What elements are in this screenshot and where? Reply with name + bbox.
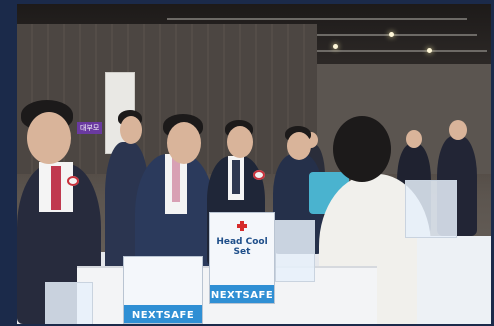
- ceiling-truss: [217, 34, 477, 36]
- booth-sign: 대부모: [77, 122, 103, 134]
- display-panel: [45, 282, 93, 324]
- product-box: NEXTSAFE: [123, 256, 203, 324]
- display-panel: [275, 220, 315, 282]
- ceiling-spotlight: [389, 32, 394, 37]
- brand-label: NEXTSAFE: [210, 290, 274, 301]
- exhibition-photo: 대부모: [17, 4, 491, 324]
- tie: [172, 158, 180, 202]
- attendee-head: [227, 126, 253, 158]
- attendee-head: [167, 122, 201, 164]
- tie: [51, 166, 61, 210]
- attendee-head: [287, 132, 311, 160]
- display-counter: [417, 236, 491, 324]
- attendee-head: [120, 116, 142, 144]
- hair: [333, 116, 391, 182]
- brand-band: [210, 285, 274, 303]
- ceiling-spotlight: [333, 44, 338, 49]
- red-cross-icon: [237, 221, 247, 231]
- attendee-head: [449, 120, 467, 140]
- head-cool-set-box: Head Cool Set NEXTSAFE: [209, 212, 275, 304]
- brand-label: NEXTSAFE: [131, 310, 195, 321]
- ceiling-truss: [267, 50, 487, 52]
- ceiling-truss: [167, 18, 467, 20]
- brand-band: [124, 305, 202, 323]
- ceiling-spotlight: [427, 48, 432, 53]
- product-name: Head Cool Set: [216, 237, 268, 257]
- tie: [232, 160, 240, 194]
- attendee-head: [27, 112, 71, 164]
- corsage: [253, 170, 265, 180]
- attendee-head: [406, 130, 422, 148]
- corsage: [67, 176, 79, 186]
- display-panel: [405, 180, 457, 238]
